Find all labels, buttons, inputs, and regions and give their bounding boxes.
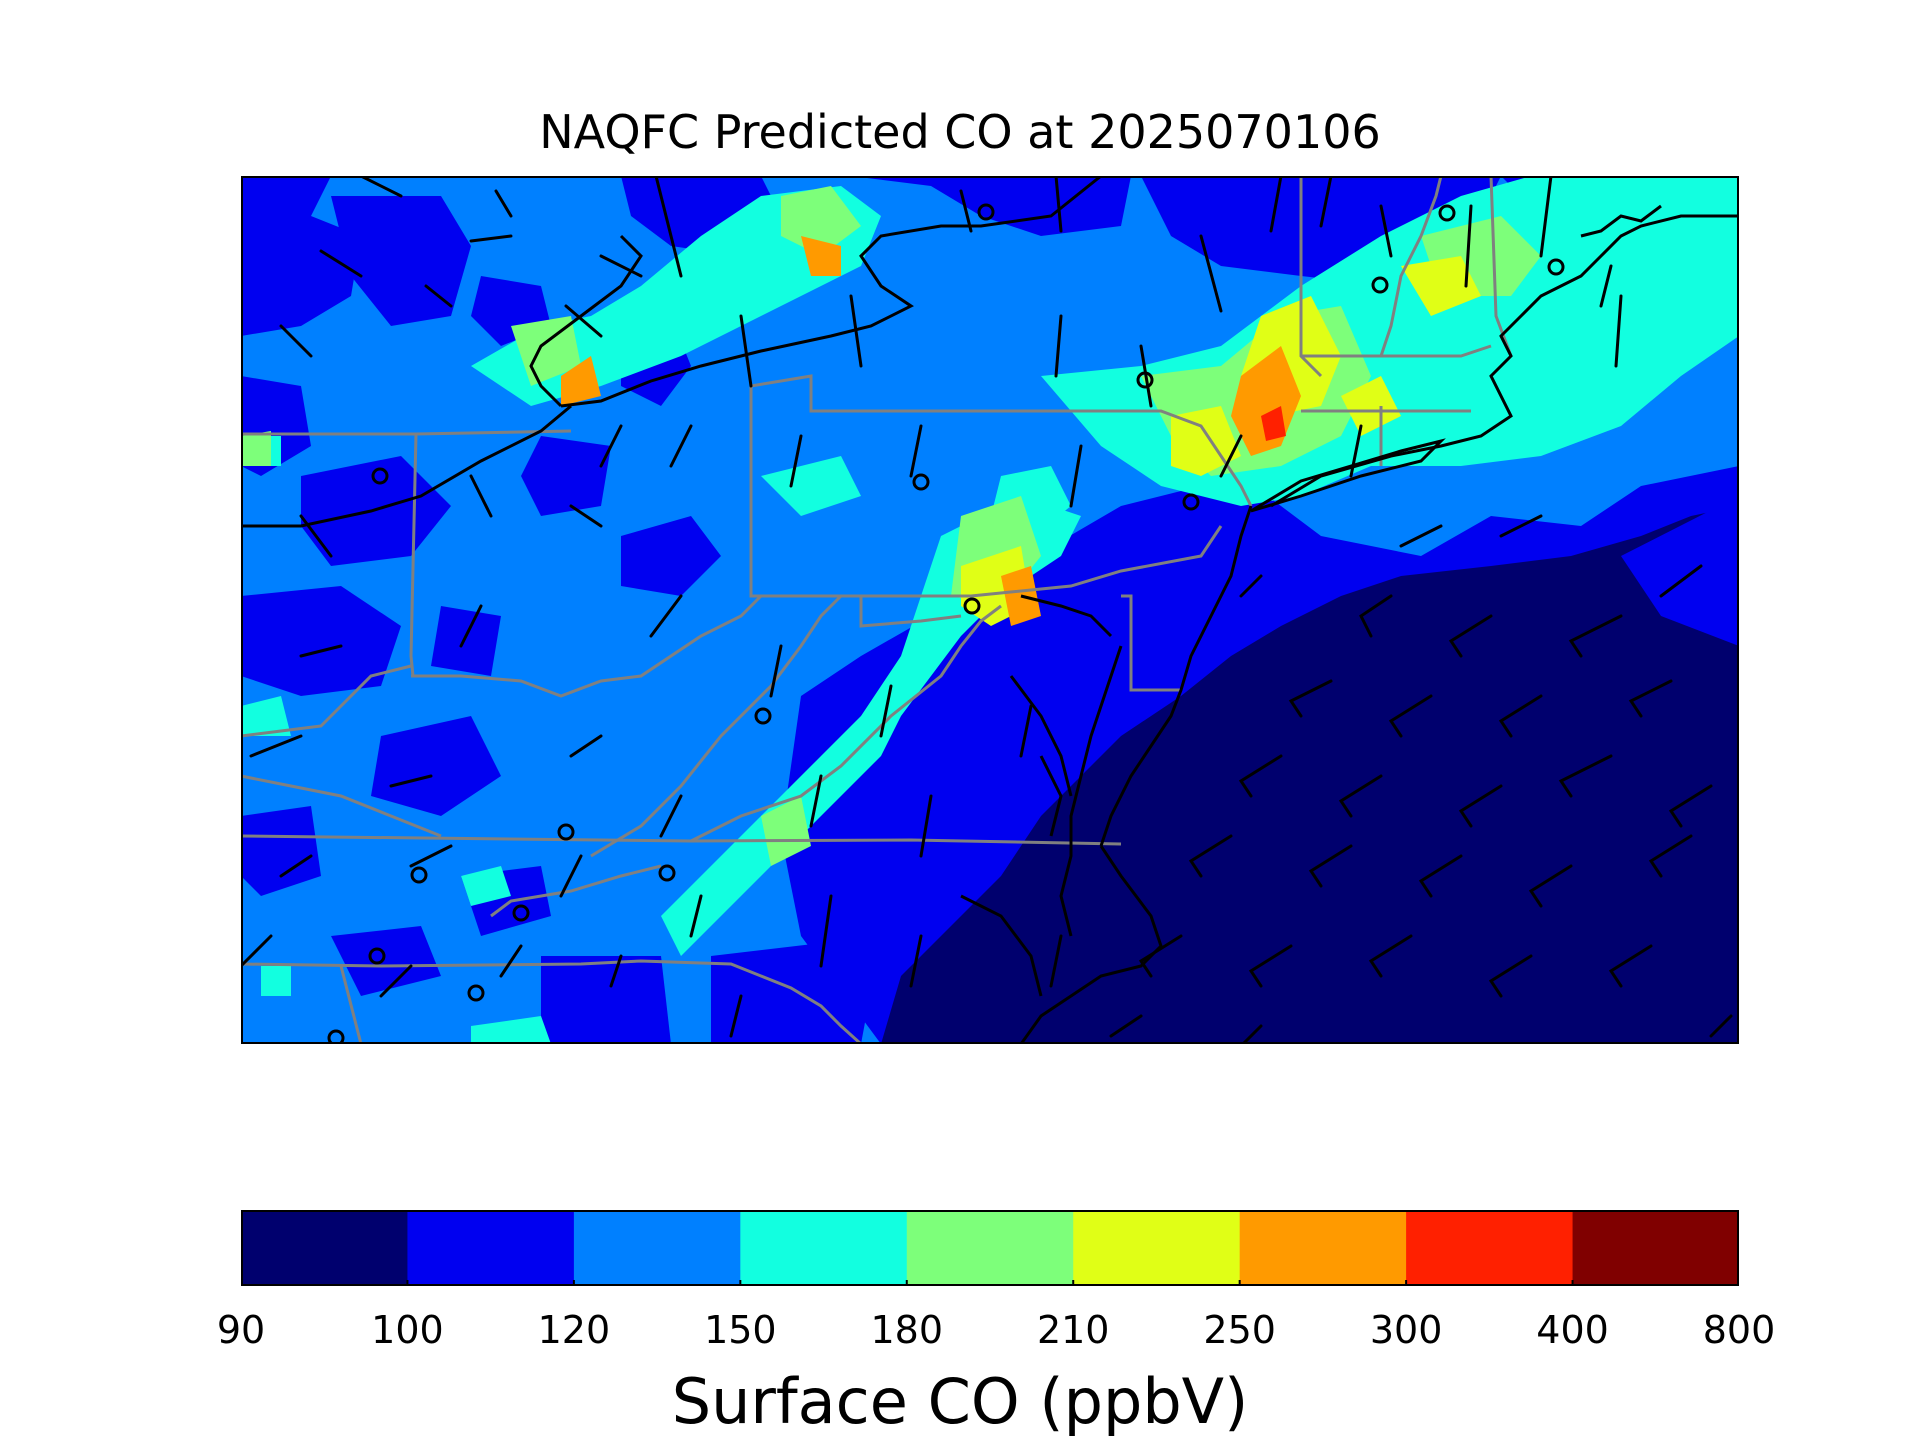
colorbar-swatch	[241, 1210, 408, 1286]
colorbar-swatch	[740, 1210, 908, 1286]
co-map	[241, 176, 1739, 1044]
colorbar-tick-label: 210	[1036, 1308, 1110, 1352]
ocean-barbs	[1109, 574, 1733, 1044]
colorbar-swatch	[906, 1210, 1074, 1286]
colorbar-tick-label: 180	[870, 1308, 944, 1352]
co-band-100-120-offshore	[1621, 496, 1739, 646]
co-band-300-400	[1261, 406, 1286, 441]
wind-barbs	[241, 176, 1703, 1038]
colorbar-swatch	[1239, 1210, 1407, 1286]
plot-title: NAQFC Predicted CO at 2025070106	[539, 105, 1381, 159]
colorbar-tick-label: 150	[704, 1308, 777, 1352]
colorbar-tick-label: 800	[1702, 1308, 1776, 1352]
co-band-90-100	[881, 506, 1739, 1044]
map-panel	[241, 176, 1739, 1044]
state-borders	[241, 176, 1513, 1044]
colorbar-tick-label: 300	[1369, 1308, 1443, 1352]
map-border	[241, 176, 1739, 1044]
colorbar-swatch	[1073, 1210, 1241, 1286]
co-field	[241, 176, 1739, 1044]
colorbar-tick-label: 100	[371, 1308, 444, 1352]
colorbar-swatch	[1572, 1210, 1739, 1286]
colorbar-swatch	[407, 1210, 575, 1286]
colorbar-tick-label: 250	[1203, 1308, 1276, 1352]
station-markers	[327, 203, 1565, 1044]
colorbar-label: Surface CO (ppbV)	[671, 1365, 1249, 1438]
colorbar	[241, 1210, 1739, 1286]
colorbar-swatches	[241, 1210, 1739, 1286]
colorbar-tick-label: 120	[537, 1308, 611, 1352]
coastlines	[241, 176, 1739, 1044]
colorbar-swatch	[573, 1210, 741, 1286]
colorbar-tick-label: 400	[1536, 1308, 1609, 1352]
colorbar-tick-label: 90	[216, 1308, 266, 1352]
colorbar-swatch	[1406, 1210, 1574, 1286]
